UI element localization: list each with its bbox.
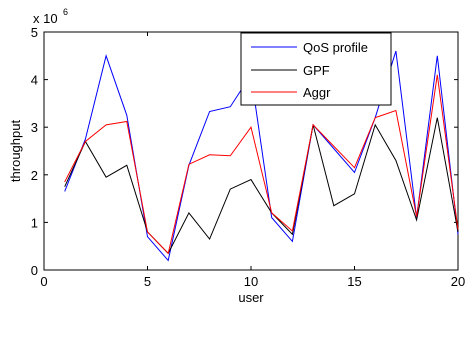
y-tick-label: 2	[31, 168, 38, 183]
x-tick-label: 15	[347, 274, 361, 289]
series-line-gpf	[64, 117, 459, 255]
legend: QoS profile GPF Aggr	[240, 32, 392, 106]
legend-box	[240, 32, 392, 106]
series-line-qos-profile	[64, 50, 459, 262]
y-scale-exponent-power: 6	[63, 7, 68, 17]
legend-label-aggr: Aggr	[303, 85, 331, 100]
y-tick-label: 5	[31, 25, 38, 40]
y-tick-label: 4	[31, 73, 38, 88]
y-axis-label: throughput	[8, 120, 23, 183]
y-scale-exponent-base: x 10	[33, 11, 58, 26]
y-tick-label: 0	[31, 263, 38, 278]
x-tick-label: 10	[244, 274, 258, 289]
x-tick-label: 0	[40, 274, 47, 289]
y-tick-label: 3	[31, 120, 38, 135]
tick-labels: 0 5 10 15 20 0 1 2 3 4 5	[31, 25, 465, 289]
series-lines	[64, 50, 459, 262]
legend-label-qos-profile: QoS profile	[303, 40, 368, 55]
legend-label-gpf: GPF	[303, 63, 330, 78]
x-tick-label: 20	[451, 274, 465, 289]
series-line-aggr	[64, 74, 459, 255]
y-tick-label: 1	[31, 215, 38, 230]
x-axis-label: user	[238, 290, 264, 305]
x-tick-label: 5	[144, 274, 151, 289]
